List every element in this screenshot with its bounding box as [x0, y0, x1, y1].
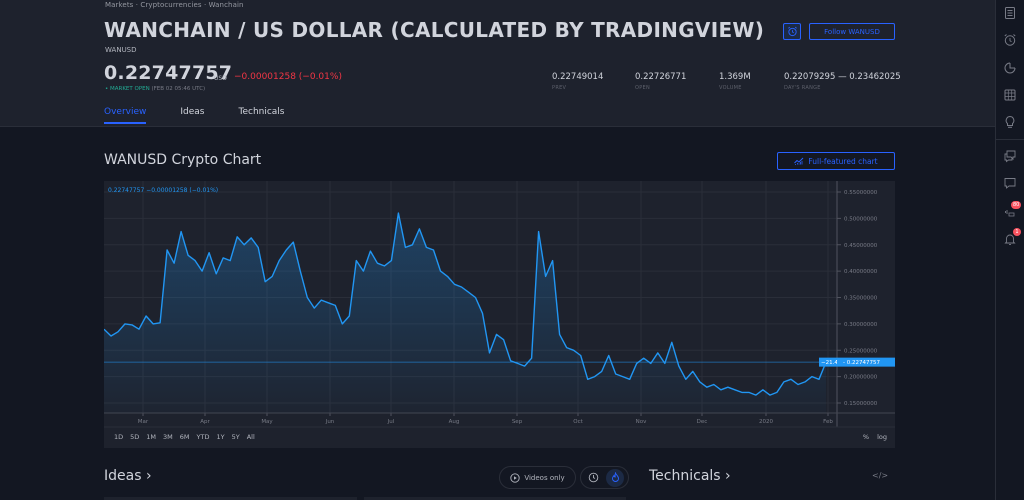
streams-badge: 80	[1011, 201, 1022, 209]
date-range-selector: 1D 5D 1M 3M 6M YTD 1Y 5Y All	[114, 433, 255, 441]
toolbar-divider	[996, 139, 1024, 140]
stat-label: DAY'S RANGE	[784, 85, 821, 91]
range-1d[interactable]: 1D	[114, 433, 124, 441]
svg-text:0.20000000: 0.20000000	[844, 375, 878, 381]
svg-text:May: May	[261, 419, 273, 425]
sort-popular-button[interactable]	[606, 468, 625, 487]
stat-value: 0.22749014	[552, 72, 604, 82]
svg-text:Oct: Oct	[573, 419, 583, 425]
stat-prev: 0.22749014 PREV	[552, 72, 603, 91]
svg-text:Aug: Aug	[449, 419, 460, 425]
last-price: 0.22747757	[104, 62, 233, 84]
ticker-symbol: WANUSD	[105, 46, 137, 54]
svg-text:Jun: Jun	[325, 419, 335, 425]
svg-text:2020: 2020	[759, 419, 773, 425]
svg-text:0.25000000: 0.25000000	[844, 348, 878, 354]
add-alert-button[interactable]	[783, 23, 801, 40]
svg-text:0.45000000: 0.45000000	[844, 243, 878, 249]
range-5y[interactable]: 5Y	[231, 433, 240, 441]
svg-text:Mar: Mar	[138, 419, 149, 425]
videos-only-toggle[interactable]: Videos only	[499, 466, 576, 489]
play-circle-icon	[510, 472, 520, 483]
page-title: WANCHAIN / US DOLLAR (CALCULATED BY TRAD…	[104, 18, 765, 42]
chart-legend: 0.22747757 −0.00001258 (−0.01%)	[108, 187, 219, 194]
svg-text:Feb: Feb	[823, 419, 833, 425]
tab-technicals[interactable]: Technicals	[238, 107, 285, 117]
svg-text:0.55000000: 0.55000000	[844, 190, 878, 196]
streams-icon[interactable]	[1002, 203, 1018, 219]
stat-volume: 1.369M VOLUME	[719, 72, 751, 91]
full-featured-chart-label: Full-featured chart	[808, 156, 878, 166]
svg-text:0.30000000: 0.30000000	[844, 322, 878, 328]
svg-text:Apr: Apr	[200, 419, 210, 425]
notifications-icon[interactable]	[1002, 231, 1018, 247]
notifications-badge: 1	[1013, 228, 1021, 236]
percent-scale-button[interactable]: %	[862, 433, 870, 441]
range-all[interactable]: All	[246, 433, 255, 441]
range-1y[interactable]: 1Y	[216, 433, 225, 441]
embed-code-icon[interactable]: </>	[872, 471, 889, 480]
calendar-icon[interactable]	[1002, 87, 1018, 103]
price-currency: USD	[214, 75, 227, 82]
svg-text:Sep: Sep	[512, 419, 523, 425]
range-1m[interactable]: 1M	[146, 433, 157, 441]
tab-ideas[interactable]: Ideas	[180, 107, 205, 117]
stat-value: 0.22079295 — 0.23462025	[784, 72, 901, 82]
svg-text:Nov: Nov	[636, 419, 647, 425]
svg-text:0.35000000: 0.35000000	[844, 296, 878, 302]
technicals-section-title[interactable]: Technicals ›	[649, 468, 731, 484]
svg-text:0.50000000: 0.50000000	[844, 216, 878, 222]
svg-text:0.15000000: 0.15000000	[844, 401, 878, 407]
data-window-icon[interactable]	[1002, 60, 1018, 76]
videos-only-label: Videos only	[524, 473, 565, 482]
ideas-stream-icon[interactable]	[1002, 114, 1018, 130]
header	[0, 0, 995, 127]
price-change: −0.00001258 (−0.01%)	[234, 72, 342, 82]
idea-card[interactable]	[104, 497, 357, 500]
stat-label: PREV	[552, 85, 567, 91]
chats-icon[interactable]	[1002, 148, 1018, 164]
log-scale-button[interactable]: log	[877, 433, 887, 441]
scale-options: % log	[863, 433, 887, 441]
chart-line-icon	[794, 157, 804, 165]
range-5d[interactable]: 5D	[130, 433, 140, 441]
svg-text:- 0.22747757: - 0.22747757	[843, 360, 880, 366]
full-featured-chart-button[interactable]: Full-featured chart	[777, 152, 895, 170]
stat-days-range: 0.22079295 — 0.23462025 DAY'S RANGE	[784, 72, 901, 91]
range-ytd[interactable]: YTD	[196, 433, 210, 441]
chart-section-title: WANUSD Crypto Chart	[104, 152, 262, 168]
svg-text:−21.45%: −21.45%	[821, 360, 847, 366]
stat-value: 0.22726771	[635, 72, 687, 82]
ideas-sort-toggle	[580, 466, 629, 489]
svg-text:Jul: Jul	[387, 419, 395, 425]
sort-recent-button[interactable]	[585, 469, 603, 487]
market-status: • MARKET OPEN (FEB 02 05:46 UTC)	[105, 86, 205, 92]
alarm-clock-icon	[787, 26, 797, 37]
clock-icon	[588, 472, 599, 483]
stat-label: VOLUME	[719, 85, 742, 91]
follow-button[interactable]: Follow WANUSD	[809, 23, 895, 40]
watchlist-icon[interactable]	[1002, 5, 1018, 21]
idea-card[interactable]	[364, 497, 626, 500]
market-status-time: (FEB 02 05:46 UTC)	[151, 86, 206, 92]
range-3m[interactable]: 3M	[163, 433, 173, 441]
range-6m[interactable]: 6M	[179, 433, 190, 441]
private-chat-icon[interactable]	[1002, 175, 1018, 191]
stat-label: OPEN	[635, 85, 651, 91]
market-open-label: • MARKET OPEN	[105, 86, 150, 92]
alert-clock-icon[interactable]	[1002, 32, 1018, 48]
svg-text:0.40000000: 0.40000000	[844, 269, 878, 275]
flame-icon	[611, 472, 619, 482]
price-chart[interactable]: 0.55000000 0.50000000 0.45000000 0.40000000…	[104, 181, 895, 448]
breadcrumb[interactable]: Markets · Cryptocurrencies · Wanchain	[105, 1, 244, 9]
ideas-section-title[interactable]: Ideas ›	[104, 468, 152, 484]
stat-open: 0.22726771 OPEN	[635, 72, 686, 91]
right-toolbar: 80 1	[995, 0, 1024, 500]
chart-canvas[interactable]: 0.55000000 0.50000000 0.45000000 0.40000000…	[104, 181, 895, 448]
tab-overview[interactable]: Overview	[104, 107, 147, 124]
tab-bar: Overview Ideas Technicals	[104, 107, 319, 124]
svg-text:Dec: Dec	[697, 419, 708, 425]
stat-value: 1.369M	[719, 72, 751, 82]
